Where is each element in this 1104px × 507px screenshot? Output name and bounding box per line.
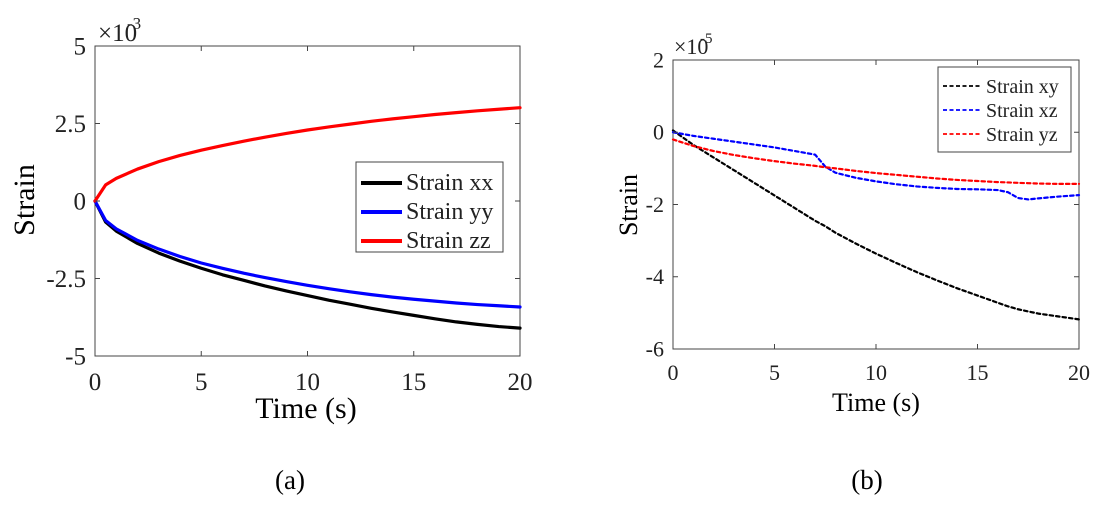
legend-label-a-1: Strain yy [406, 199, 493, 225]
x-ticks-a: 0 5 10 15 20 [89, 46, 533, 396]
y-axis-label-b: Strain [614, 174, 643, 236]
series-line-b-strain-xy [671, 129, 1081, 321]
series-line-b-strain-yz [671, 138, 1081, 186]
series-group-b [671, 129, 1081, 321]
x-tick-label-b-0: 0 [668, 360, 679, 385]
y-axis-label-a: Strain [8, 164, 41, 236]
x-tick-label-b-4: 20 [1068, 360, 1090, 385]
legend-label-b-1: Strain xz [986, 100, 1058, 122]
panel-a: 0 5 10 15 20 -5 -2.5 0 2.5 5 ×10 -3 Time (s) Str… [8, 14, 533, 495]
x-axis-label-a: Time (s) [255, 392, 356, 425]
x-tick-label-b-1: 5 [769, 360, 780, 385]
x-tick-label-b-2: 10 [865, 360, 887, 385]
exponent-value-b: -5 [700, 31, 713, 47]
y-ticks-a: -5 -2.5 0 2.5 5 [46, 34, 520, 371]
y-tick-label-a-2: 0 [74, 189, 87, 216]
series-line-b-strain-xz [671, 131, 1081, 201]
caption-a: (a) [275, 465, 305, 495]
legend-a: Strain xx Strain yy Strain zz [355, 161, 504, 254]
y-tick-label-a-3: 2.5 [55, 111, 86, 138]
x-tick-label-a-2: 10 [295, 369, 320, 396]
exponent-base-a: ×10 [98, 20, 137, 47]
y-ticks-b: -6 -4 -2 0 2 [646, 47, 1079, 361]
series-group-a [93, 106, 522, 330]
series-line-a-strain-zz [93, 106, 522, 203]
y-tick-label-b-2: -2 [646, 192, 664, 217]
y-tick-label-b-0: -6 [646, 336, 664, 361]
exponent-base-b: ×10 [674, 34, 708, 59]
x-tick-label-b-3: 15 [967, 360, 989, 385]
series-line-a-strain-yy [93, 199, 522, 309]
panel-b: 0 5 10 15 20 -6 -4 -2 0 2 ×10 -5 Time (s) Strain… [614, 31, 1090, 495]
legend-label-a-2: Strain zz [406, 228, 491, 254]
legend-label-b-2: Strain yz [986, 124, 1058, 146]
y-tick-label-a-4: 5 [74, 34, 87, 61]
series-line-a-strain-xx [93, 199, 522, 330]
x-axis-label-b: Time (s) [832, 388, 920, 417]
y-tick-label-b-4: 2 [653, 47, 664, 72]
y-tick-label-a-1: -2.5 [46, 266, 86, 293]
x-tick-label-a-4: 20 [508, 369, 533, 396]
caption-b: (b) [851, 465, 882, 495]
legend-label-a-0: Strain xx [406, 170, 493, 196]
y-tick-label-b-1: -4 [646, 264, 664, 289]
y-tick-label-b-3: 0 [653, 120, 664, 145]
y-tick-label-a-0: -5 [65, 344, 86, 371]
legend-label-b-0: Strain xy [986, 76, 1059, 98]
legend-box-a [355, 161, 504, 253]
x-tick-label-a-0: 0 [89, 369, 102, 396]
exponent-value-a: -3 [127, 14, 141, 33]
x-ticks-b: 0 5 10 15 20 [668, 60, 1090, 385]
x-tick-label-a-3: 15 [401, 369, 426, 396]
legend-box-b [937, 66, 1072, 153]
x-tick-label-a-1: 5 [195, 369, 208, 396]
